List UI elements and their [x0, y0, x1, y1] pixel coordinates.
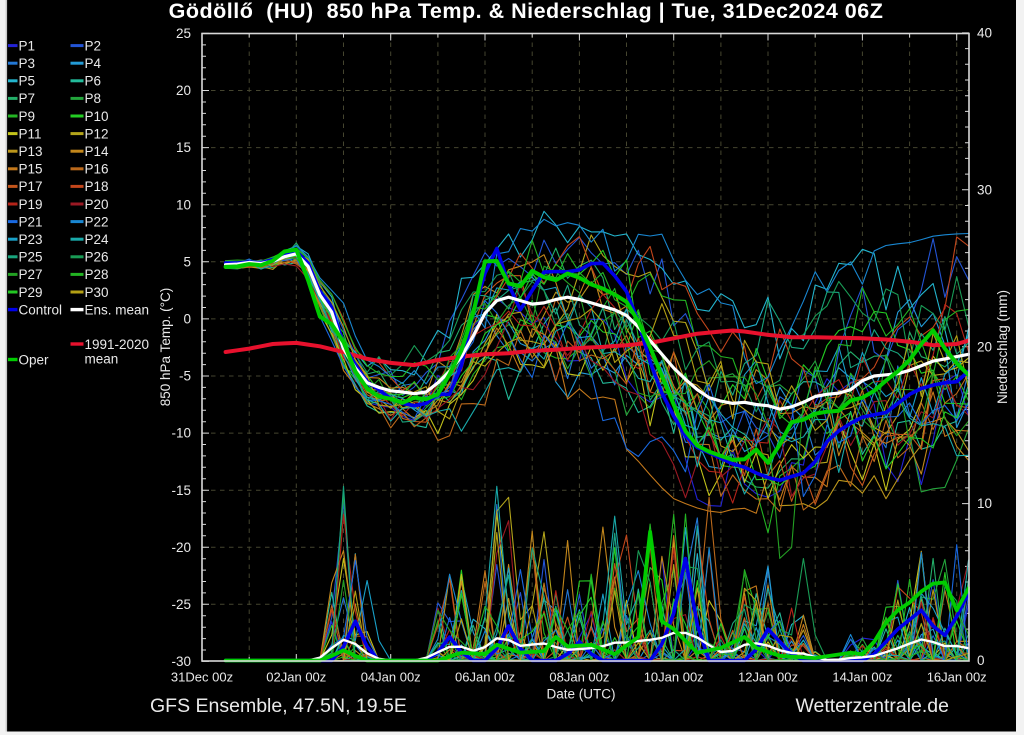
- svg-text:P19: P19: [19, 197, 43, 212]
- svg-text:P7: P7: [19, 91, 36, 106]
- svg-text:P21: P21: [19, 214, 43, 229]
- svg-text:02Jan 00z: 02Jan 00z: [266, 670, 326, 685]
- svg-text:31Dec 00z: 31Dec 00z: [171, 670, 233, 685]
- svg-text:P24: P24: [85, 232, 110, 247]
- svg-text:P13: P13: [19, 144, 43, 159]
- svg-text:0: 0: [183, 312, 191, 327]
- svg-text:20: 20: [977, 339, 992, 354]
- svg-text:mean: mean: [85, 351, 119, 366]
- svg-text:Control: Control: [19, 302, 63, 317]
- svg-text:P9: P9: [19, 109, 36, 124]
- svg-text:1991-2020: 1991-2020: [85, 337, 150, 352]
- svg-text:P15: P15: [19, 162, 43, 177]
- svg-text:P4: P4: [85, 56, 102, 71]
- svg-text:06Jan 00z: 06Jan 00z: [455, 670, 515, 685]
- svg-text:Niederschlag (mm): Niederschlag (mm): [995, 290, 1010, 404]
- svg-text:16Jan 00z: 16Jan 00z: [927, 670, 987, 685]
- svg-text:P28: P28: [85, 267, 109, 282]
- svg-text:14Jan 00z: 14Jan 00z: [832, 670, 892, 685]
- svg-text:-25: -25: [171, 597, 191, 612]
- svg-text:P23: P23: [19, 232, 43, 247]
- svg-text:GFS Ensemble, 47.5N, 19.5E: GFS Ensemble, 47.5N, 19.5E: [150, 695, 407, 717]
- svg-text:Gödöllő (HU) 850 hPa Temp. &: Gödöllő (HU) 850 hPa Temp. & Niederschla…: [169, 0, 884, 23]
- svg-text:-20: -20: [171, 540, 191, 555]
- svg-text:12Jan 00z: 12Jan 00z: [738, 670, 798, 685]
- svg-text:P16: P16: [85, 162, 109, 177]
- svg-text:P20: P20: [85, 197, 109, 212]
- svg-text:P11: P11: [19, 126, 42, 141]
- svg-text:20: 20: [176, 83, 191, 98]
- svg-text:P18: P18: [85, 179, 109, 194]
- svg-text:-10: -10: [171, 426, 191, 441]
- svg-text:-15: -15: [171, 483, 191, 498]
- svg-text:Date (UTC): Date (UTC): [546, 687, 615, 702]
- svg-text:P25: P25: [19, 250, 43, 265]
- svg-text:P12: P12: [85, 126, 109, 141]
- svg-text:P17: P17: [19, 179, 43, 194]
- svg-text:P6: P6: [85, 74, 102, 89]
- svg-text:P2: P2: [85, 38, 102, 53]
- svg-text:40: 40: [977, 26, 992, 41]
- svg-text:Wetterzentrale.de: Wetterzentrale.de: [795, 695, 949, 717]
- svg-text:10Jan 00z: 10Jan 00z: [644, 670, 704, 685]
- svg-text:P10: P10: [85, 109, 109, 124]
- svg-text:P14: P14: [85, 144, 110, 159]
- svg-text:08Jan 00z: 08Jan 00z: [549, 670, 609, 685]
- svg-text:25: 25: [176, 26, 191, 41]
- svg-text:-5: -5: [179, 369, 191, 384]
- svg-text:Ens. mean: Ens. mean: [85, 302, 150, 317]
- svg-text:5: 5: [183, 254, 191, 269]
- svg-text:P22: P22: [85, 214, 109, 229]
- svg-text:P27: P27: [19, 267, 43, 282]
- svg-text:10: 10: [977, 496, 992, 511]
- svg-text:-30: -30: [171, 654, 191, 669]
- svg-text:Oper: Oper: [19, 352, 50, 367]
- svg-text:P29: P29: [19, 285, 43, 300]
- svg-text:850 hPa Temp. (°C): 850 hPa Temp. (°C): [158, 288, 173, 406]
- svg-text:10: 10: [176, 197, 191, 212]
- svg-text:30: 30: [977, 182, 992, 197]
- svg-text:P30: P30: [85, 285, 109, 300]
- svg-text:0: 0: [977, 653, 985, 668]
- svg-text:P8: P8: [85, 91, 102, 106]
- svg-text:P26: P26: [85, 250, 109, 265]
- svg-text:P1: P1: [19, 38, 36, 53]
- svg-text:04Jan 00z: 04Jan 00z: [361, 670, 421, 685]
- svg-text:15: 15: [176, 140, 191, 155]
- svg-text:P5: P5: [19, 74, 36, 89]
- svg-text:P3: P3: [19, 56, 36, 71]
